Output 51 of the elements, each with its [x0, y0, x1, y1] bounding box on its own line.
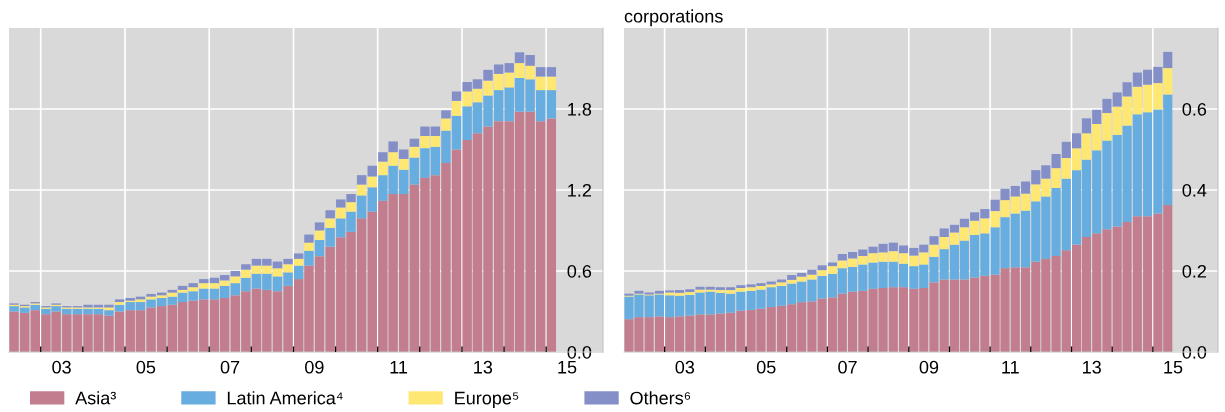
- y-tick-label: 0.2: [1182, 264, 1206, 278]
- bar: [325, 210, 335, 219]
- x-tick-label: 11: [1002, 361, 1019, 374]
- bar: [367, 165, 377, 177]
- x-tick-label: 13: [1083, 360, 1101, 374]
- bar: [167, 292, 178, 297]
- bar: [441, 118, 451, 131]
- bar: [546, 76, 557, 91]
- bar: [990, 199, 1000, 212]
- x-tick-label: 07: [220, 360, 240, 374]
- x-tick-label: 15: [558, 361, 577, 374]
- legend-label: Europe⁵: [455, 391, 519, 408]
- x-tick-label: 11: [390, 361, 408, 374]
- x-tick-label: 13: [474, 360, 493, 374]
- y-tick-label: 1.2: [568, 183, 591, 197]
- bar: [304, 242, 314, 251]
- bar: [441, 110, 451, 119]
- chart-title: corporations: [624, 9, 723, 27]
- legend-label: Asia³: [75, 391, 116, 405]
- bar: [451, 91, 462, 101]
- bar: [325, 218, 335, 228]
- bar: [409, 138, 420, 147]
- y-tick-label: 1.8: [568, 102, 592, 116]
- y-tick-label: 0.6: [567, 264, 592, 278]
- legend-label: Latin America⁴: [227, 391, 343, 405]
- y-tick-label: 0.4: [1182, 183, 1207, 197]
- bar: [356, 175, 367, 185]
- x-tick-label: 09: [919, 360, 939, 374]
- bar: [536, 67, 546, 77]
- bar: [504, 63, 514, 73]
- legend-label: Others⁶: [630, 391, 691, 405]
- bar: [314, 222, 325, 231]
- x-tick-label: 03: [52, 360, 71, 374]
- bar: [304, 234, 314, 243]
- x-tick-label: 05: [136, 360, 156, 374]
- y-tick-label: 0.6: [1182, 102, 1207, 116]
- y-tick-label: 0.0: [567, 345, 592, 359]
- bar: [314, 230, 325, 240]
- x-tick-label: 09: [305, 360, 324, 374]
- x-tick-label: 15: [1164, 361, 1183, 374]
- bar: [167, 289, 178, 293]
- y-tick-label: 0.0: [1182, 345, 1207, 359]
- bar: [546, 118, 557, 352]
- bar: [546, 67, 557, 77]
- bar: [199, 279, 209, 284]
- x-tick-label: 07: [838, 360, 857, 374]
- bar: [546, 90, 557, 119]
- x-tick-label: 05: [756, 360, 776, 374]
- bar: [293, 253, 304, 259]
- x-tick-label: 03: [675, 360, 695, 374]
- bar: [378, 152, 388, 162]
